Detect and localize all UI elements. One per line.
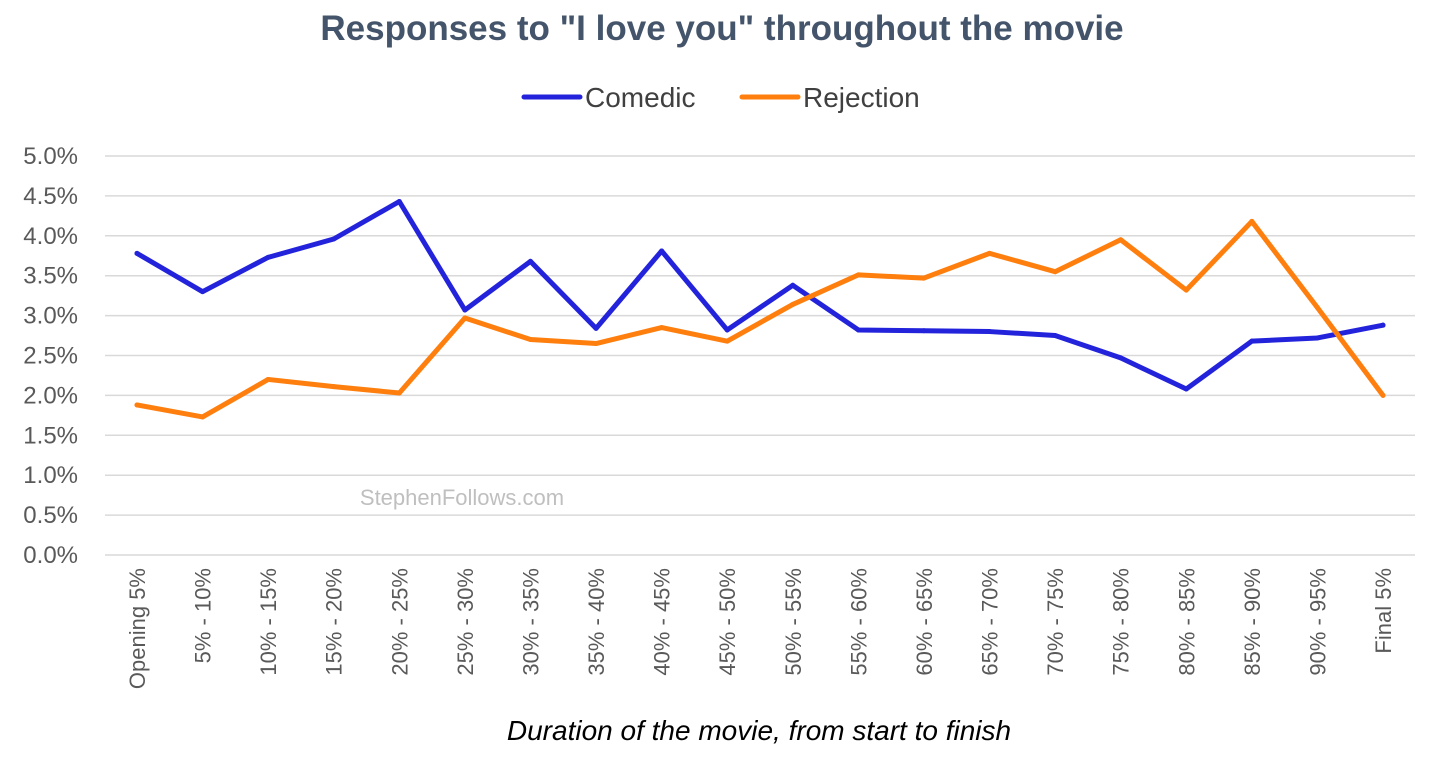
data-point-rejection	[265, 376, 271, 382]
x-axis-label: Duration of the movie, from start to fin…	[507, 715, 1011, 746]
data-point-rejection	[724, 338, 730, 344]
data-point-comedic	[724, 327, 730, 333]
y-tick-label: 3.0%	[23, 303, 78, 330]
x-tick-label: 85% - 90%	[1240, 568, 1265, 676]
legend-label-rejection: Rejection	[803, 82, 920, 113]
data-point-comedic	[659, 248, 665, 254]
data-point-rejection	[921, 275, 927, 281]
y-tick-label: 2.0%	[23, 382, 78, 409]
chart-title: Responses to "I love you" throughout the…	[320, 9, 1123, 48]
x-tick-label: 70% - 75%	[1043, 568, 1068, 676]
data-point-rejection	[462, 315, 468, 321]
data-point-comedic	[790, 282, 796, 288]
data-point-comedic	[1249, 338, 1255, 344]
data-point-rejection	[1052, 269, 1058, 275]
data-point-rejection	[593, 341, 599, 347]
y-tick-label: 2.5%	[23, 343, 78, 370]
x-tick-label: 30% - 35%	[518, 568, 543, 676]
series-line-comedic	[134, 198, 1386, 392]
data-point-comedic	[1052, 333, 1058, 339]
x-tick-label: 20% - 25%	[387, 568, 412, 676]
data-point-comedic	[331, 236, 337, 242]
data-point-rejection	[659, 325, 665, 331]
x-tick-label: Opening 5%	[125, 568, 150, 689]
data-point-rejection	[1183, 287, 1189, 293]
data-point-rejection	[790, 301, 796, 307]
legend-label-comedic: Comedic	[585, 82, 695, 113]
y-tick-label: 4.0%	[23, 223, 78, 250]
y-axis-ticks: 0.0% 0.5% 1.0% 1.5% 2.0% 2.5% 3.0% 3.5% 4.0% 4.5%…	[23, 143, 78, 569]
y-tick-label: 1.0%	[23, 462, 78, 489]
gridlines	[105, 155, 1415, 556]
x-tick-label: 5% - 10%	[191, 568, 216, 663]
data-point-comedic	[855, 327, 861, 333]
x-tick-label: 90% - 95%	[1305, 568, 1330, 676]
data-point-rejection	[200, 414, 206, 420]
x-tick-label: 35% - 40%	[584, 568, 609, 676]
data-point-rejection	[1118, 237, 1124, 243]
x-tick-label: Final 5%	[1371, 568, 1396, 654]
data-point-comedic	[134, 250, 140, 256]
y-tick-label: 0.5%	[23, 502, 78, 529]
data-point-rejection	[987, 250, 993, 256]
series-lines	[134, 198, 1386, 420]
x-tick-label: 75% - 80%	[1109, 568, 1134, 676]
data-point-rejection	[527, 337, 533, 343]
data-point-comedic	[527, 258, 533, 264]
x-tick-label: 60% - 65%	[912, 568, 937, 676]
data-point-comedic	[200, 289, 206, 295]
y-tick-label: 3.5%	[23, 263, 78, 290]
data-point-comedic	[987, 329, 993, 335]
y-tick-label: 4.5%	[23, 183, 78, 210]
x-axis-ticks: Opening 5% 5% - 10% 10% - 15% 15% - 20% 20% …	[125, 568, 1396, 689]
data-point-rejection	[855, 272, 861, 278]
data-point-comedic	[1380, 322, 1386, 328]
x-tick-label: 10% - 15%	[256, 568, 281, 676]
data-point-comedic	[593, 325, 599, 331]
y-tick-label: 0.0%	[23, 542, 78, 569]
y-tick-label: 5.0%	[23, 143, 78, 170]
x-tick-label: 50% - 55%	[781, 568, 806, 676]
data-point-comedic	[1314, 335, 1320, 341]
data-point-rejection	[331, 384, 337, 390]
x-tick-label: 65% - 70%	[978, 568, 1003, 676]
y-tick-label: 1.5%	[23, 422, 78, 449]
series-line-rejection	[134, 218, 1386, 420]
data-point-rejection	[1249, 218, 1255, 224]
x-tick-label: 15% - 20%	[322, 568, 347, 676]
data-point-comedic	[1118, 355, 1124, 361]
data-point-rejection	[1380, 392, 1386, 398]
legend: Comedic Rejection	[521, 82, 920, 113]
data-point-comedic	[462, 307, 468, 313]
x-tick-label: 40% - 45%	[650, 568, 675, 676]
data-point-comedic	[265, 254, 271, 260]
data-point-comedic	[921, 328, 927, 334]
x-tick-label: 80% - 85%	[1174, 568, 1199, 676]
data-point-rejection	[134, 402, 140, 408]
data-point-comedic	[396, 198, 402, 204]
x-tick-label: 45% - 50%	[715, 568, 740, 676]
x-tick-label: 25% - 30%	[453, 568, 478, 676]
data-point-comedic	[1183, 386, 1189, 392]
watermark-text: StephenFollows.com	[360, 485, 564, 510]
data-point-rejection	[396, 390, 402, 396]
x-tick-label: 55% - 60%	[846, 568, 871, 676]
data-point-rejection	[1314, 305, 1320, 311]
